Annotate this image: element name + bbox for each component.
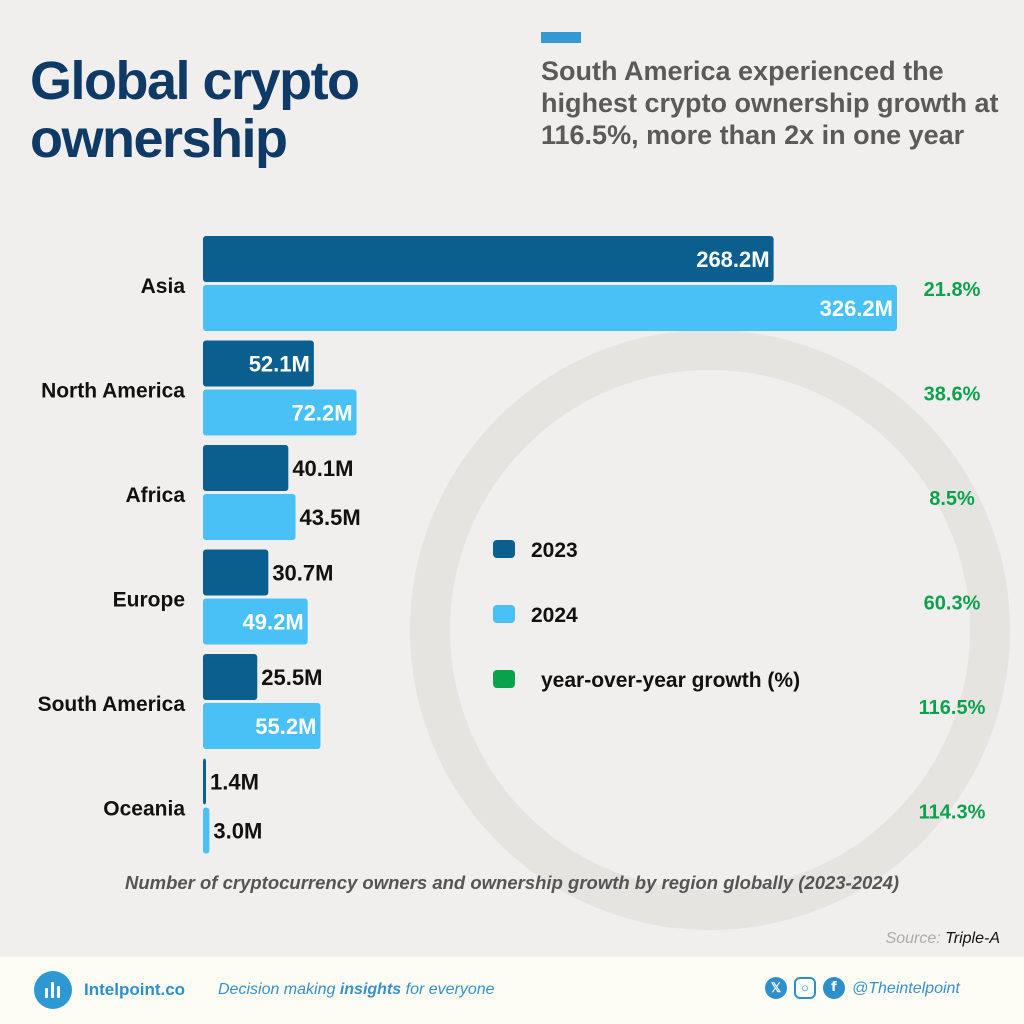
category-label: Asia (141, 275, 186, 298)
bar-2023 (203, 236, 774, 282)
data-label: 72.2M (291, 401, 352, 426)
title-line-2: ownership (30, 109, 288, 169)
data-label: 49.2M (243, 610, 304, 635)
data-label: 40.1M (292, 456, 353, 481)
legend-swatch (493, 605, 515, 623)
data-label: 52.1M (249, 352, 310, 377)
bar-2024 (203, 807, 210, 854)
category-label: Africa (125, 484, 185, 507)
x-icon[interactable]: 𝕏 (765, 977, 787, 999)
data-label: 268.2M (696, 247, 769, 272)
growth-label: 114.3% (919, 802, 986, 824)
growth-label: 38.6% (924, 384, 981, 406)
bar-2024 (203, 598, 308, 645)
bar-2024 (203, 285, 897, 331)
tagline: Decision making insights for everyone (218, 981, 495, 998)
legend-swatch (493, 540, 515, 558)
source-label: Source: (885, 930, 941, 947)
legend-label: year-over-year growth (%) (541, 669, 800, 692)
title-line-1: Global crypto (30, 51, 360, 111)
bar-2023 (203, 549, 269, 596)
data-label: 55.2M (255, 714, 316, 739)
bar-2023 (203, 445, 289, 491)
legend-label: 2024 (531, 604, 578, 627)
category-label: Europe (113, 589, 185, 612)
subtitle: South America experienced the highest cr… (541, 56, 999, 150)
brand-link[interactable]: Intelpoint.co (84, 980, 186, 999)
intelpoint-logo-icon (34, 971, 72, 1009)
legend-swatch (493, 670, 515, 688)
growth-label: 60.3% (924, 593, 981, 615)
category-label: South America (38, 693, 186, 716)
facebook-icon[interactable]: f (823, 977, 845, 999)
growth-label: 116.5% (919, 697, 986, 719)
category-label: Oceania (103, 798, 185, 821)
category-label: North America (41, 380, 185, 403)
data-label: 30.7M (272, 561, 333, 586)
bar-chart: Asia 268.2M 326.2M 21.8% North America 52.1M 7… (38, 236, 986, 854)
legend-label: 2023 (531, 539, 578, 562)
data-label: 43.5M (300, 505, 361, 530)
bar-2023 (203, 340, 314, 387)
bar-2024 (203, 494, 296, 540)
data-label: 25.5M (261, 665, 322, 690)
accent-bar (541, 32, 581, 43)
page-title: Global crypto ownership (30, 51, 360, 169)
bar-2023 (203, 758, 206, 805)
data-label: 326.2M (820, 296, 893, 321)
growth-label: 21.8% (924, 279, 981, 301)
growth-label: 8.5% (929, 488, 975, 510)
source: Source: Triple-A (886, 930, 1000, 948)
bar-2024 (203, 703, 321, 749)
source-value: Triple-A (945, 930, 1000, 947)
data-label: 1.4M (210, 770, 259, 795)
instagram-icon[interactable]: ○ (794, 977, 816, 999)
chart-caption: Number of cryptocurrency owners and owne… (124, 872, 900, 893)
bar-2024 (203, 389, 357, 436)
data-label: 3.0M (213, 819, 262, 844)
bar-2023 (203, 654, 258, 700)
social-handle[interactable]: @Theintelpoint (852, 980, 960, 997)
footer: Intelpoint.co Decision making insights f… (0, 957, 1024, 1024)
